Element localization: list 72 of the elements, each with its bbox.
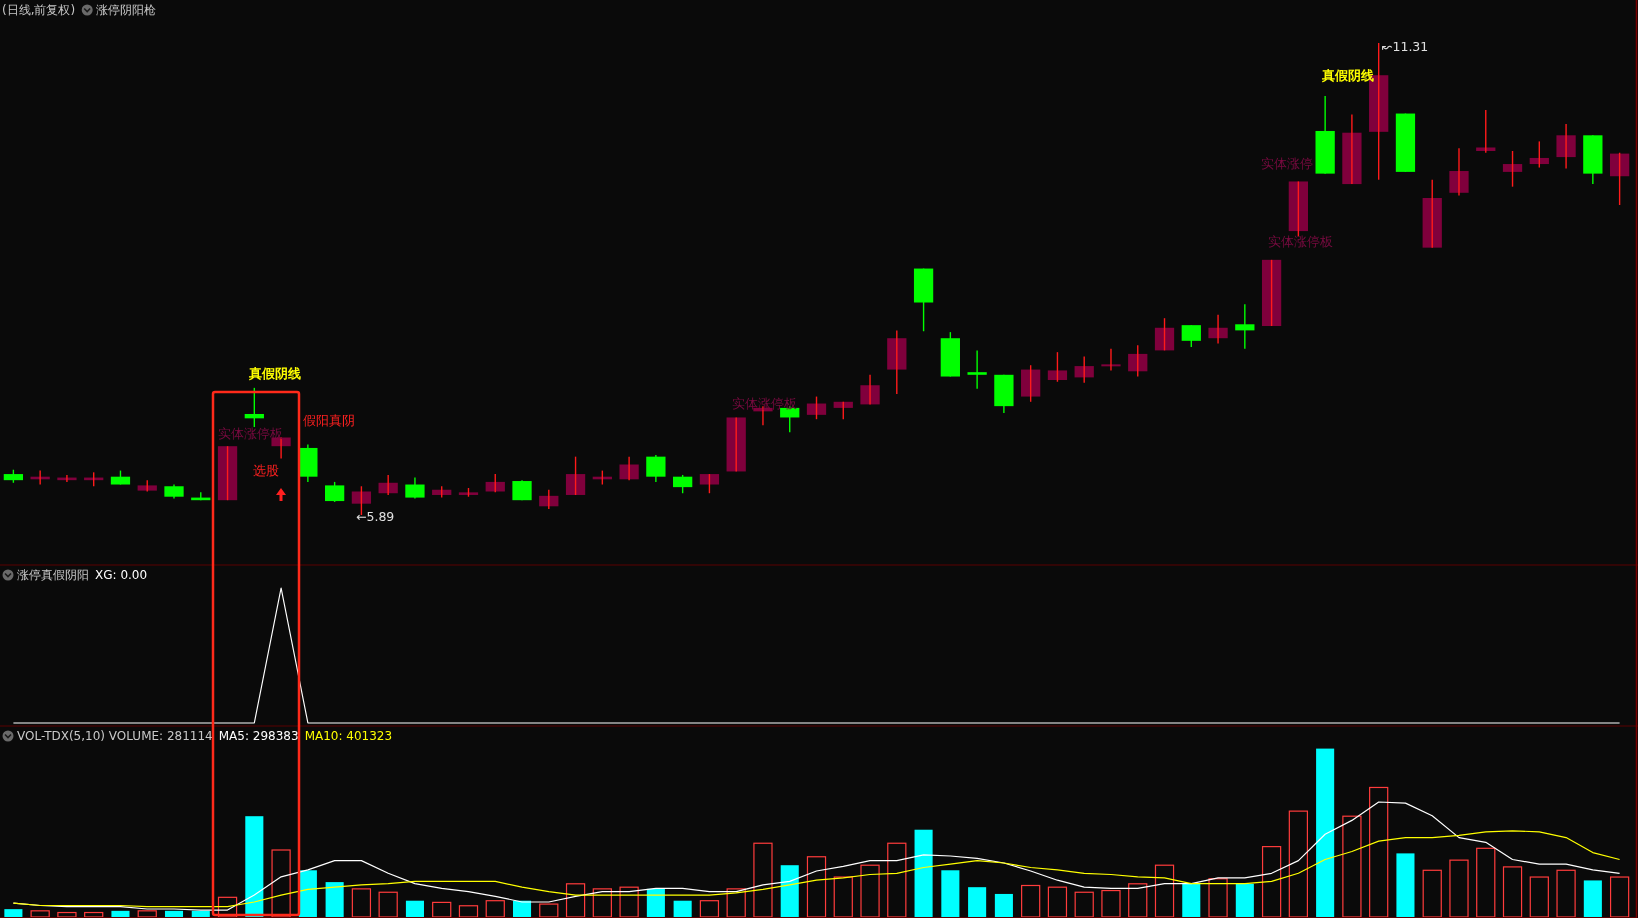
bar [1021, 884, 1041, 918]
bar [1182, 883, 1201, 917]
bar [191, 910, 210, 917]
chart-title: VOL-TDX(5,10) VOLUME: 281114 [17, 729, 213, 743]
bar [405, 900, 424, 917]
bar [57, 911, 77, 918]
bar [833, 876, 853, 918]
chart-title: 涨停真假阴阳 [17, 568, 89, 582]
chart-title: (日线,前复权) [2, 3, 76, 17]
text: XG: 0.00 [95, 568, 148, 582]
bar [565, 883, 586, 918]
bar [1288, 810, 1308, 918]
bar [780, 865, 799, 917]
annotation: 选股 [253, 463, 279, 478]
bar [1422, 869, 1442, 918]
bar [1502, 866, 1523, 918]
bar [673, 900, 692, 917]
chart-subtitle: 涨停阴阳枪 [96, 3, 157, 17]
bar [1583, 880, 1602, 917]
text: MA5: 298383 [218, 729, 299, 743]
bar [887, 842, 907, 918]
bar [968, 887, 987, 917]
bar [1235, 883, 1254, 917]
bar [1342, 815, 1362, 918]
bar [1074, 891, 1094, 918]
bar [646, 888, 665, 917]
bar [1208, 878, 1228, 918]
bar [1261, 846, 1282, 918]
bar [1449, 859, 1469, 918]
bar [351, 888, 372, 918]
bar [539, 903, 559, 918]
bar [1128, 883, 1148, 918]
annotation: 真假阴线 [1321, 68, 1374, 83]
bar [245, 816, 264, 917]
bar [298, 870, 317, 917]
bar [699, 900, 720, 918]
text: MA10: 401323 [304, 729, 393, 743]
bar [111, 910, 130, 917]
bar [1476, 847, 1496, 918]
bar [1529, 876, 1549, 918]
bar [271, 849, 291, 918]
annotation: 实体涨停板 [731, 396, 797, 411]
annotation: 真假阴线 [248, 366, 301, 381]
bar [1316, 748, 1335, 917]
bar [1609, 876, 1630, 918]
bar [941, 870, 960, 917]
bar [1556, 869, 1576, 918]
bar [1396, 853, 1415, 917]
bar [4, 909, 23, 917]
bar [458, 905, 479, 918]
bar [806, 856, 827, 918]
bar [432, 901, 452, 918]
bar [1101, 889, 1121, 918]
annotation: ←5.89 [356, 509, 395, 524]
annotation: 假阳真阴 [303, 413, 355, 428]
annotation: ↜11.31 [1382, 39, 1429, 54]
bar [860, 864, 880, 918]
annotation: 实体涨停板 [1267, 234, 1333, 249]
bar [1154, 864, 1175, 918]
bar [485, 900, 505, 918]
bar [137, 910, 157, 918]
bar [1369, 786, 1389, 918]
bar [914, 829, 933, 917]
bar [30, 910, 50, 918]
bar [994, 893, 1013, 917]
annotation: 实体涨停 [1261, 156, 1313, 171]
bar [378, 891, 398, 918]
bar [325, 882, 344, 917]
annotation: 实体涨停板 [217, 426, 283, 441]
bar [753, 842, 773, 918]
bar [1047, 886, 1068, 918]
bar [164, 910, 184, 917]
